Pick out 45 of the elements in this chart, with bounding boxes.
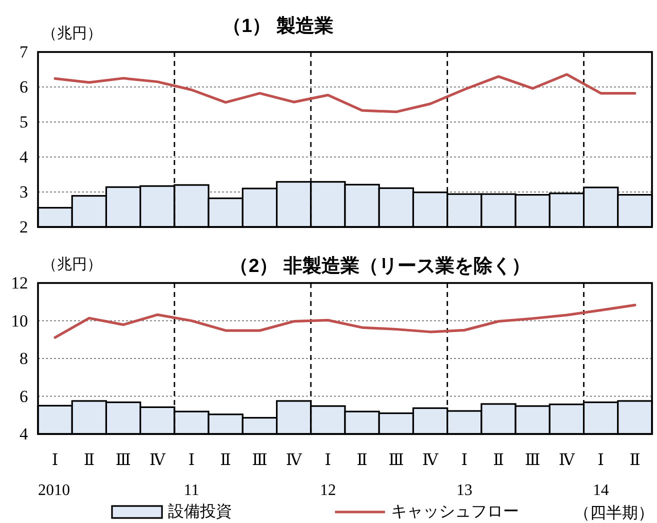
x-tick-label: Ⅱ — [356, 452, 368, 469]
text: 12 — [320, 482, 336, 499]
x-tick-label: Ⅱ — [84, 452, 95, 469]
y-tick-label: 5 — [20, 112, 28, 132]
x-tick-label: Ⅳ — [422, 452, 440, 469]
x-tick-label: Ⅰ — [461, 452, 468, 469]
y-axis-title: （兆円） — [42, 256, 102, 273]
x-tick-label: Ⅳ — [286, 452, 303, 469]
text: （四半期） — [574, 504, 654, 522]
text: 11 — [184, 482, 200, 499]
text: 14 — [592, 482, 609, 499]
y-tick-label: 6 — [20, 78, 28, 96]
x-tick-label: Ⅱ — [220, 452, 232, 469]
x-tick-label: Ⅲ — [252, 452, 268, 469]
x-tick-label: Ⅰ — [188, 452, 195, 469]
legend-item: キャッシュフロー — [335, 504, 519, 520]
x-tick-label: Ⅰ — [598, 452, 604, 469]
x-tick-label: Ⅲ — [524, 452, 540, 469]
y-tick-label: 3 — [20, 182, 28, 202]
y-tick-label: 2 — [20, 218, 28, 236]
y-tick-label: 7 — [20, 42, 28, 62]
x-tick-label: Ⅳ — [558, 452, 576, 469]
x-tick-label: Ⅲ — [116, 452, 131, 469]
x-tick-label: Ⅲ — [388, 452, 404, 469]
legend-label: キャッシュフロー — [391, 504, 519, 520]
y-tick-label: 8 — [20, 349, 28, 368]
line-series — [54, 304, 636, 339]
y-axis-title: （兆円） — [42, 25, 102, 42]
x-tick-label: Ⅰ — [324, 452, 332, 469]
legend-item: 設備投資 — [111, 504, 232, 520]
x-tick-label: Ⅱ — [630, 452, 640, 469]
y-tick-label: 4 — [20, 424, 28, 444]
line-series — [54, 73, 636, 114]
x-tick-label: Ⅰ — [52, 452, 58, 469]
legend-label: 設備投資 — [168, 502, 232, 520]
y-tick-label: 4 — [20, 148, 28, 166]
chart-title: （2） 非製造業（リース業を除く） — [230, 255, 530, 277]
x-tick-label: Ⅳ — [149, 452, 166, 469]
y-tick-label: 12 — [11, 274, 28, 292]
x-tick-label: Ⅱ — [493, 452, 504, 469]
text: 13 — [456, 482, 472, 499]
text: 2010 — [38, 482, 70, 499]
y-tick-label: 6 — [20, 386, 28, 406]
chart-title: （1） 製造業 — [222, 15, 334, 37]
y-tick-label: 10 — [11, 311, 28, 330]
